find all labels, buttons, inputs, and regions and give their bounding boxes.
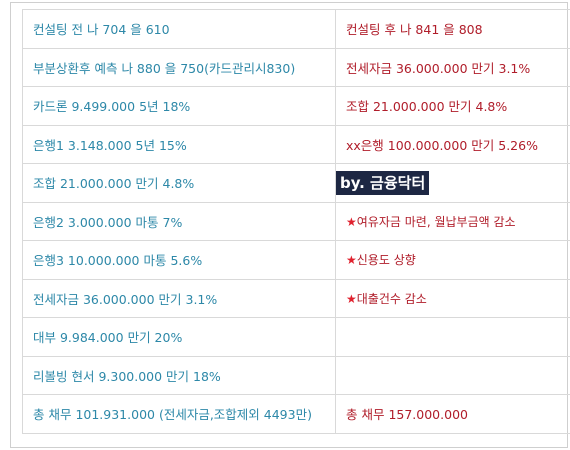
table-row: 조합 21.000.000 만기 4.8% by. 금융닥터	[22, 163, 570, 203]
cell-after-loan-1: 전세자금 36.000.000 만기 3.1%	[335, 47, 570, 87]
debt-comparison-table: 컨설팅 전 나 704 을 610 컨설팅 후 나 841 을 808 부분상환…	[22, 9, 570, 434]
cell-card-loan: 카드론 9.499.000 5년 18%	[22, 86, 336, 126]
cell-benefit-1: ★여유자금 마련, 월납부금액 감소	[335, 201, 570, 241]
benefit-text: 대출건수 감소	[356, 291, 427, 306]
cell-bank2: 은행2 3.000.000 마통 7%	[22, 201, 336, 241]
cell-watermark: by. 금융닥터	[335, 163, 570, 203]
table-row: 카드론 9.499.000 5년 18% 조합 21.000.000 만기 4.…	[22, 86, 570, 126]
table-row: 총 채무 101.931.000 (전세자금,조합제외 4493만) 총 채무 …	[22, 394, 570, 434]
cell-forecast-score: 부분상환후 예측 나 880 을 750(카드관리시830)	[22, 47, 336, 87]
table-row: 은행3 10.000.000 마통 5.6% ★신용도 상향	[22, 240, 570, 280]
table-row: 은행2 3.000.000 마통 7% ★여유자금 마련, 월납부금액 감소	[22, 201, 570, 241]
star-icon: ★	[346, 291, 357, 306]
cell-total-debt-before: 총 채무 101.931.000 (전세자금,조합제외 4493만)	[22, 394, 336, 434]
cell-after-loan-3: xx은행 100.000.000 만기 5.26%	[335, 124, 570, 164]
table-row: 컨설팅 전 나 704 을 610 컨설팅 후 나 841 을 808	[22, 9, 570, 49]
cell-private-loan: 대부 9.984.000 만기 20%	[22, 317, 336, 357]
benefit-text: 신용도 상향	[356, 253, 416, 268]
cell-total-debt-after: 총 채무 157.000.000	[335, 394, 570, 434]
cell-empty	[335, 355, 570, 395]
cell-before-credit-score: 컨설팅 전 나 704 을 610	[22, 9, 336, 49]
table-row: 전세자금 36.000.000 만기 3.1% ★대출건수 감소	[22, 278, 570, 318]
star-icon: ★	[346, 214, 357, 229]
benefit-text: 여유자금 마련, 월납부금액 감소	[356, 214, 516, 229]
table-row: 대부 9.984.000 만기 20%	[22, 317, 570, 357]
table-row: 리볼빙 현서 9.300.000 만기 18%	[22, 355, 570, 395]
cell-benefit-2: ★신용도 상향	[335, 240, 570, 280]
cell-benefit-3: ★대출건수 감소	[335, 278, 570, 318]
cell-after-credit-score: 컨설팅 후 나 841 을 808	[335, 9, 570, 49]
cell-bank3: 은행3 10.000.000 마통 5.6%	[22, 240, 336, 280]
table-row: 부분상환후 예측 나 880 을 750(카드관리시830) 전세자금 36.0…	[22, 47, 570, 87]
cell-empty	[335, 317, 570, 357]
cell-revolving: 리볼빙 현서 9.300.000 만기 18%	[22, 355, 336, 395]
cell-jeonse-loan: 전세자금 36.000.000 만기 3.1%	[22, 278, 336, 318]
cell-union: 조합 21.000.000 만기 4.8%	[22, 163, 336, 203]
star-icon: ★	[346, 253, 357, 268]
watermark-badge: by. 금융닥터	[336, 170, 430, 195]
cell-bank1: 은행1 3.148.000 5년 15%	[22, 124, 336, 164]
cell-after-loan-2: 조합 21.000.000 만기 4.8%	[335, 86, 570, 126]
table-row: 은행1 3.148.000 5년 15% xx은행 100.000.000 만기…	[22, 124, 570, 164]
